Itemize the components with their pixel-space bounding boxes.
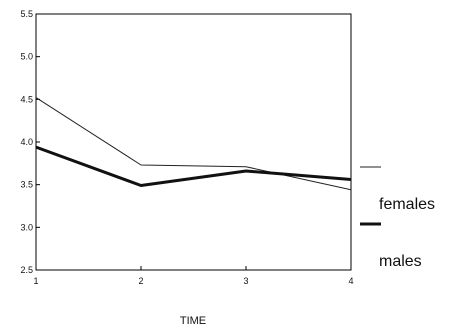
x-tick-label: 1 bbox=[33, 276, 38, 286]
legend: females males bbox=[360, 166, 435, 270]
x-tick-label: 2 bbox=[138, 276, 143, 286]
series-layer bbox=[35, 97, 352, 191]
series-line-females bbox=[35, 97, 352, 191]
legend-label-females: females bbox=[379, 196, 435, 213]
x-axis: 1 2 3 4 bbox=[33, 266, 354, 286]
legend-label-males: males bbox=[379, 253, 422, 270]
x-axis-title: TIME bbox=[180, 315, 206, 327]
y-tick-label: 5.5 bbox=[20, 9, 33, 19]
x-tick-label: 3 bbox=[243, 276, 248, 286]
plot-frame bbox=[35, 13, 352, 271]
x-tick-label: 4 bbox=[348, 276, 353, 286]
series-line-males bbox=[35, 145, 352, 187]
y-tick-label: 4.0 bbox=[20, 137, 33, 147]
y-tick-label: 3.0 bbox=[20, 222, 33, 232]
y-tick-label: 5.0 bbox=[20, 52, 33, 62]
y-tick-label: 3.5 bbox=[20, 180, 33, 190]
y-axis: 2.5 3.0 3.5 4.0 4.5 5.0 5.5 bbox=[20, 9, 40, 275]
y-tick-label: 4.5 bbox=[20, 94, 33, 104]
y-tick-label: 2.5 bbox=[20, 265, 33, 275]
